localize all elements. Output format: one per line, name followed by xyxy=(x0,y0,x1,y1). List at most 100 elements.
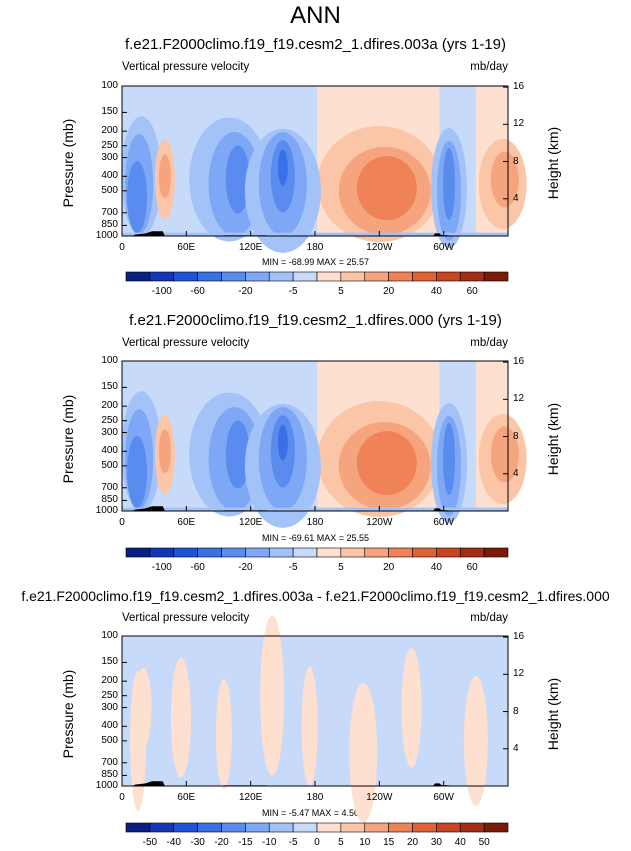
longitude-tick-label: 120E xyxy=(238,517,263,528)
height-tick-label: 4 xyxy=(513,742,519,754)
topography-africa xyxy=(132,231,165,236)
descent-core-inner xyxy=(356,156,417,221)
colorbar-swatch xyxy=(483,547,509,558)
colorbar-swatch xyxy=(340,271,366,282)
ascent-sa-core xyxy=(443,422,456,495)
colorbar xyxy=(125,822,509,833)
colorbar-label: 50 xyxy=(478,837,490,848)
colorbar-swatch xyxy=(340,822,366,833)
topography-africa xyxy=(132,506,165,511)
main-title: ANN xyxy=(290,2,341,29)
colorbar-swatch xyxy=(149,271,175,282)
colorbar-label: -5 xyxy=(288,837,298,848)
colorbar-swatch xyxy=(459,822,485,833)
colorbar-swatch xyxy=(316,271,342,282)
descent-east-inner xyxy=(490,426,519,483)
colorbar-label: 20 xyxy=(383,562,395,573)
height-tick-label: 4 xyxy=(513,467,519,479)
height-tick-label: 8 xyxy=(513,430,519,442)
colorbar-swatch xyxy=(459,271,485,282)
pressure-tick-label: 400 xyxy=(101,170,118,182)
colorbar-label: 0 xyxy=(314,837,320,848)
diff-positive-patch xyxy=(215,678,232,789)
colorbar-label: 60 xyxy=(466,286,478,297)
colorbar-swatch xyxy=(125,271,151,282)
panel-2-units-label: mb/day xyxy=(470,337,508,349)
pressure-tick-label: 200 xyxy=(101,400,118,412)
colorbar-swatch xyxy=(364,547,389,558)
colorbar-label: 40 xyxy=(454,837,466,848)
ascent-africa-core xyxy=(127,161,148,234)
diff-positive-patch xyxy=(135,667,152,748)
colorbar-swatch xyxy=(197,822,222,833)
colorbar-swatch xyxy=(436,271,461,282)
colorbar-swatch xyxy=(316,822,342,833)
colorbar-label: 30 xyxy=(430,837,442,848)
panel-2-minmax: MIN = -69.61 MAX = 25.55 xyxy=(262,533,370,543)
colorbar-swatch xyxy=(268,822,294,833)
pressure-tick-label: 150 xyxy=(101,656,118,668)
height-tick-label: 8 xyxy=(513,705,519,717)
colorbar-label: -10 xyxy=(262,837,277,848)
topography-andes xyxy=(432,783,450,786)
colorbar-swatch xyxy=(245,547,270,558)
colorbar-swatch xyxy=(412,547,437,558)
pressure-tick-label: 700 xyxy=(101,756,118,768)
longitude-tick-label: 60E xyxy=(177,242,196,253)
descent-me-inner xyxy=(158,429,171,474)
pressure-tick-label: 200 xyxy=(101,675,118,687)
pressure-tick-label: 1000 xyxy=(95,505,118,516)
longitude-tick-label: 120E xyxy=(238,792,263,803)
pressure-tick-label: 1000 xyxy=(95,230,118,241)
colorbar-swatch xyxy=(197,547,222,558)
pressure-tick-label: 1000 xyxy=(95,780,118,791)
diff-positive-patch xyxy=(170,657,191,778)
panel-3-axes xyxy=(121,635,509,787)
colorbar-label: -20 xyxy=(238,562,253,573)
colorbar-swatch xyxy=(245,271,270,282)
colorbar-swatch xyxy=(483,271,509,282)
pressure-tick-label: 500 xyxy=(101,459,118,471)
pressure-tick-label: 400 xyxy=(101,445,118,457)
longitude-tick-label: 60W xyxy=(433,792,454,803)
pressure-tick-label: 300 xyxy=(101,151,118,163)
diff-positive-patch xyxy=(401,647,422,768)
longitude-tick-label: 60E xyxy=(177,517,196,528)
colorbar-swatch xyxy=(221,271,246,282)
pressure-tick-label: 200 xyxy=(101,125,118,137)
colorbar xyxy=(125,271,509,282)
colorbar-swatch xyxy=(173,547,198,558)
colorbar-swatch xyxy=(245,822,270,833)
longitude-tick-label: 0 xyxy=(119,517,125,528)
colorbar-swatch xyxy=(268,271,294,282)
colorbar-swatch xyxy=(292,547,318,558)
colorbar-swatch xyxy=(364,271,389,282)
colorbar-label: 20 xyxy=(383,286,395,297)
colorbar-swatch xyxy=(149,822,175,833)
descent-me-inner xyxy=(158,154,171,199)
topography-andes xyxy=(432,233,450,236)
colorbar-label: -5 xyxy=(288,286,298,297)
colorbar-label: -20 xyxy=(238,286,253,297)
panel-3-minmax: MIN = -5.47 MAX = 4.50 xyxy=(262,808,360,818)
longitude-tick-label: 60E xyxy=(177,792,196,803)
height-tick-label: 8 xyxy=(513,155,519,167)
colorbar-label: 40 xyxy=(430,562,442,573)
colorbar-swatch xyxy=(292,822,318,833)
colorbar-swatch xyxy=(149,547,175,558)
pressure-tick-label: 100 xyxy=(101,355,118,366)
diff-positive-patch xyxy=(260,615,285,776)
colorbar-label: -20 xyxy=(214,837,229,848)
colorbar-swatch xyxy=(412,271,437,282)
colorbar-swatch xyxy=(412,822,437,833)
height-tick-label: 12 xyxy=(513,393,525,405)
descent-core-inner xyxy=(356,431,417,496)
longitude-tick-label: 60W xyxy=(433,242,454,253)
pressure-tick-label: 850 xyxy=(101,219,118,231)
colorbar-swatch xyxy=(459,547,485,558)
colorbar-swatch xyxy=(436,822,461,833)
height-tick-label: 12 xyxy=(513,118,525,130)
colorbar-label: 60 xyxy=(466,562,478,573)
colorbar-swatch xyxy=(340,547,366,558)
